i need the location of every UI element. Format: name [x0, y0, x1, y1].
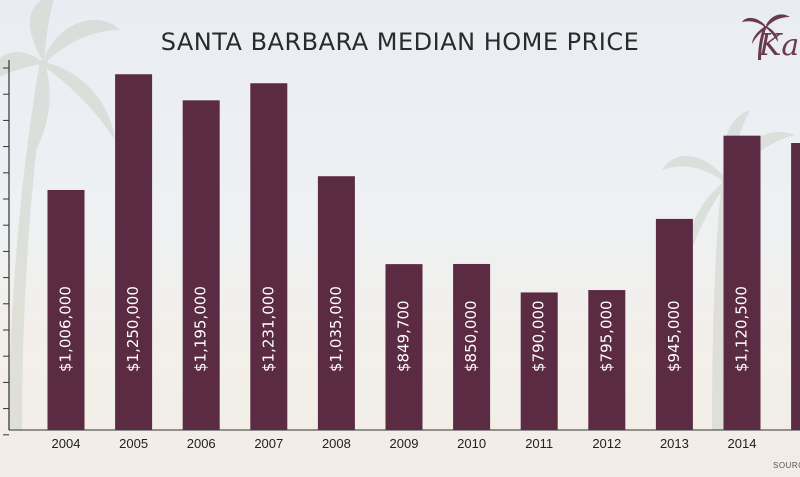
bars-group: $1,006,000 $1,250,000 $1,195,000 $1,231,000… [47, 74, 800, 431]
x-tick-label: 2011 [525, 436, 553, 451]
bar-value-label: $1,006,000 [57, 286, 75, 372]
x-tick-label: 2006 [187, 436, 216, 451]
bar-value-label: $1,250,000 [124, 286, 142, 372]
bar-2008 [317, 176, 355, 430]
x-tick-label: 2009 [390, 436, 419, 451]
bar-2013 [655, 218, 693, 430]
bar-2012 [588, 290, 626, 430]
bar-value-label: $795,000 [597, 300, 615, 372]
x-tick-label: 2007 [254, 436, 283, 451]
bar-value-label: $1,195,000 [192, 286, 210, 372]
bar-value-label: $850,000 [462, 300, 480, 372]
bar-2010 [453, 263, 491, 430]
bar-value-label: $849,700 [395, 300, 413, 372]
x-tick-label: 2010 [457, 436, 486, 451]
x-tick-label: 2004 [52, 436, 81, 451]
bar-value-label: $1,231,000 [259, 286, 277, 372]
x-tick-label: 2005 [119, 436, 148, 451]
x-tick-label: 2013 [660, 436, 689, 451]
bar-2009 [385, 264, 423, 430]
bar-value-label: $1,120,500 [733, 286, 751, 372]
bar-2005 [115, 74, 153, 430]
bar-value-label: $945,000 [665, 300, 683, 372]
brand-logo-text: Ka [759, 28, 800, 63]
bar-2006 [182, 100, 220, 431]
bar-value-label: $790,000 [530, 300, 548, 372]
x-tick-label: 2014 [728, 436, 757, 451]
bar-2014 [723, 135, 761, 430]
palm-logo-icon [742, 14, 790, 60]
x-tick-labels: 2004 2005 2006 2007 2008 2009 2010 2011 2012 2013… [52, 436, 757, 451]
chart-title: SANTA BARBARA MEDIAN HOME PRICE [160, 28, 640, 56]
bar-2007 [250, 83, 288, 430]
x-tick-label: 2012 [592, 436, 621, 451]
source-note: SOURC [773, 461, 800, 470]
bar-2011 [520, 292, 558, 430]
bar-2015 [791, 143, 800, 430]
bar-value-label: $1,035,000 [327, 286, 345, 372]
y-axis-ticks [3, 67, 9, 436]
bar-2004 [47, 189, 85, 430]
x-tick-label: 2008 [322, 436, 351, 451]
